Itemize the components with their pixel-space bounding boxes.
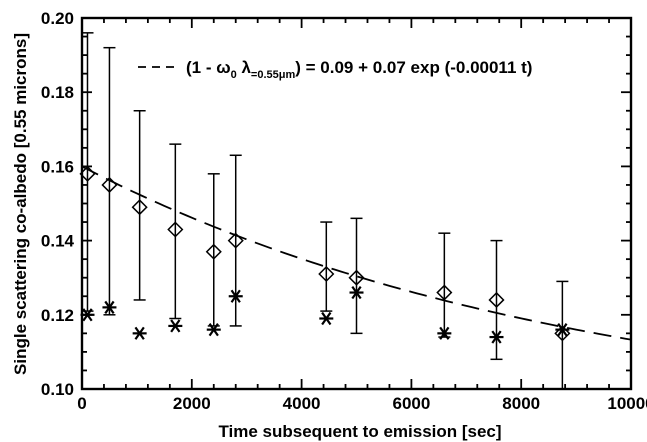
legend: (1 - ω0 λ=0.55μm) = 0.09 + 0.07 exp (-0.… [138, 58, 532, 81]
x-tick-label: 6000 [392, 394, 430, 413]
x-axis-label: Time subsequent to emission [sec] [218, 422, 501, 441]
y-tick-label: 0.14 [41, 232, 75, 251]
asterisk-marker [206, 323, 221, 337]
asterisk-marker [489, 330, 504, 344]
y-tick-label: 0.10 [41, 380, 74, 399]
x-tick-label: 4000 [283, 394, 321, 413]
diamond-point-group [79, 32, 96, 312]
asterisk-marker [555, 323, 570, 337]
asterisk-stroke [351, 285, 362, 300]
legend-fit-equation: (1 - ω0 λ=0.55μm) = 0.09 + 0.07 exp (-0.… [186, 58, 532, 81]
asterisk-stroke [439, 326, 450, 340]
y-tick-label: 0.20 [41, 9, 74, 28]
asterisk-marker [102, 300, 117, 314]
diamond-marker [167, 221, 184, 238]
asterisk-stroke [170, 319, 181, 333]
asterisk-marker [437, 326, 452, 340]
diamond-marker [554, 325, 571, 342]
plot-area [79, 32, 632, 390]
legend-lambda: λ [237, 58, 252, 77]
asterisk-stroke [104, 300, 115, 314]
legend-lambda-subscript: =0.55μm [251, 69, 296, 81]
diamond-marker [436, 284, 453, 301]
diamond-marker [227, 232, 244, 249]
y-tick-label: 0.18 [41, 83, 74, 102]
asterisk-stroke [491, 330, 502, 344]
asterisk-marker [168, 319, 183, 333]
diamond-marker [488, 291, 505, 309]
diamond-point-group [488, 239, 505, 361]
diamond-marker [131, 199, 148, 216]
diamond-point-group [205, 173, 222, 327]
diamond-marker [348, 269, 365, 286]
asterisk-stroke [557, 323, 568, 337]
legend-omega-subscript: 0 [231, 69, 237, 81]
y-tick-label: 0.12 [41, 306, 74, 325]
diamond-point-group [131, 110, 148, 301]
x-tick-label: 8000 [502, 394, 540, 413]
diamond-point-group [101, 46, 118, 316]
x-tick-label: 0 [77, 394, 86, 413]
legend-prefix: (1 - ω [186, 58, 231, 77]
asterisk-stroke [134, 326, 145, 340]
diamond-marker [101, 176, 118, 194]
diamond-point-group [318, 221, 335, 312]
asterisk-stroke [230, 289, 241, 303]
diamond-point-group [167, 143, 184, 320]
asterisk-marker [228, 289, 243, 303]
asterisk-stroke [321, 311, 332, 326]
asterisk-marker [132, 326, 147, 340]
asterisk-marker [319, 311, 334, 326]
diamond-marker [318, 265, 335, 283]
y-axis-label: Single scattering co-albedo [0.55 micron… [11, 33, 30, 375]
diamond-point-group [348, 217, 365, 335]
asterisk-stroke [208, 323, 219, 337]
y-tick-label: 0.16 [41, 157, 74, 176]
x-tick-label: 2000 [173, 394, 211, 413]
diamond-marker [205, 243, 222, 260]
legend-suffix: ) = 0.09 + 0.07 exp (-0.00011 t) [295, 58, 532, 77]
plot-frame [80, 16, 633, 391]
diamond-point-group [436, 232, 453, 338]
asterisk-marker [349, 285, 364, 300]
